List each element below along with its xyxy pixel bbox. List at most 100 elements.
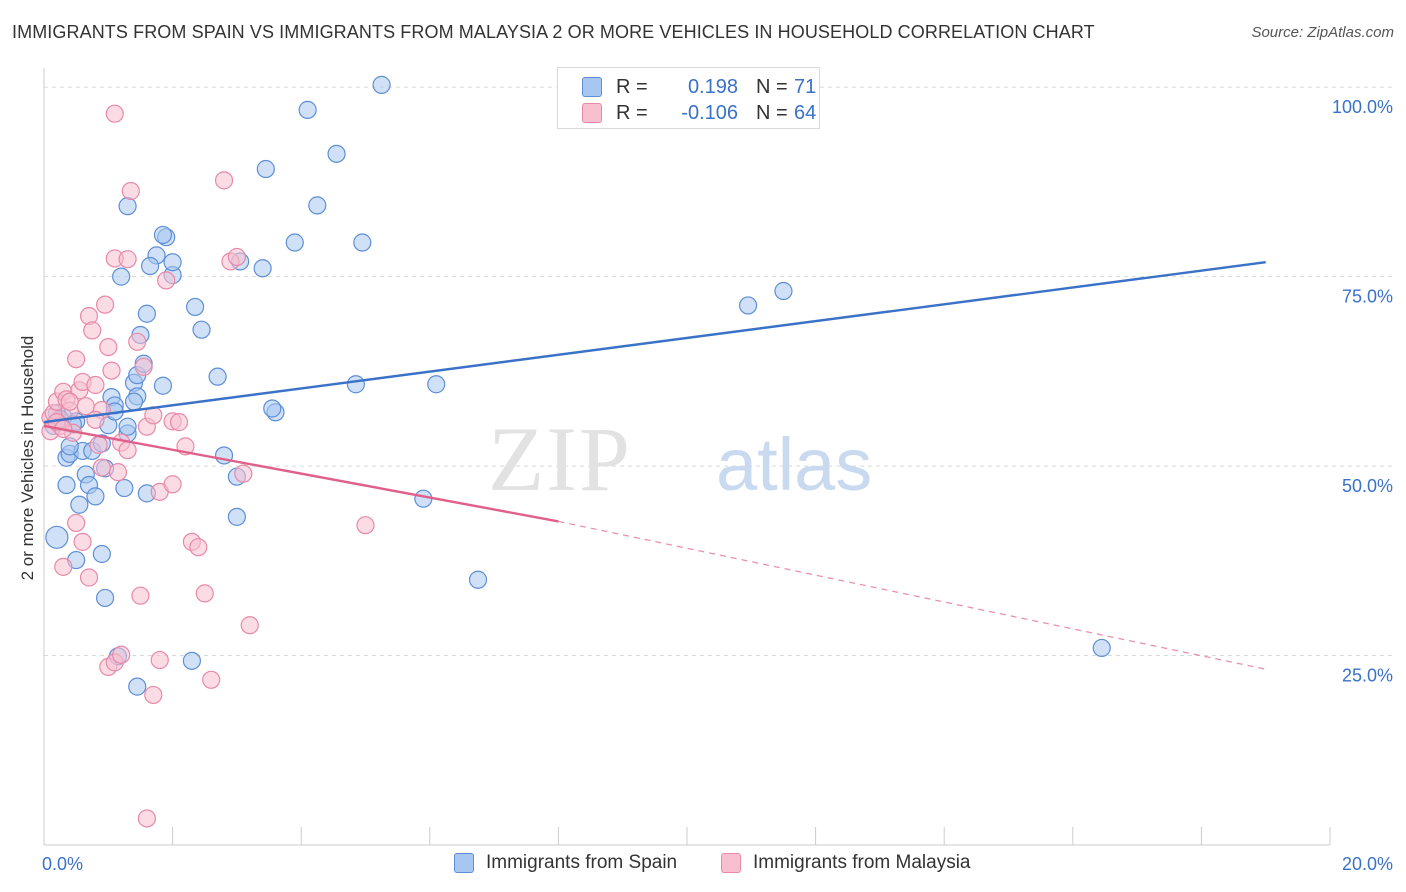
spain-point [298, 100, 317, 119]
malaysia-point [234, 464, 253, 483]
malaysia-point [227, 247, 246, 267]
malaysia-point [163, 475, 182, 494]
malaysia-point [60, 392, 79, 411]
malaysia-point [121, 181, 140, 201]
spain-point [1092, 638, 1111, 658]
spain-point [308, 196, 327, 215]
stats-legend: R = 0.198 N = 71 R = -0.106 N = 64 [557, 67, 820, 129]
spain-point [118, 197, 137, 216]
r-value: -0.106 [681, 102, 738, 124]
spain-point [253, 259, 272, 278]
y-tick-label: 75.0% [1342, 287, 1393, 307]
watermark-atlas: atlas [716, 423, 872, 506]
malaysia-point [67, 513, 86, 533]
spain-point [112, 267, 131, 286]
spain-point [372, 75, 391, 94]
malaysia-point [356, 516, 375, 535]
r-label: R = [616, 76, 648, 98]
y-tick-label: 25.0% [1342, 666, 1393, 686]
legend-label-malaysia: Immigrants from Malaysia [753, 852, 971, 873]
malaysia-point [99, 337, 118, 357]
malaysia-swatch [582, 103, 602, 123]
spain-point [137, 304, 156, 323]
malaysia-point [73, 532, 92, 551]
source-label: Source: ZipAtlas.com [1251, 24, 1394, 41]
malaysia-point [150, 650, 169, 670]
spain-point [86, 487, 105, 506]
malaysia-point [134, 357, 153, 376]
malaysia-point [112, 645, 131, 664]
malaysia-point [54, 557, 73, 576]
malaysia-point [89, 435, 108, 454]
spain-point [153, 376, 173, 395]
n-value: 64 [794, 102, 817, 124]
n-label: N = [756, 76, 788, 98]
n-value: 71 [794, 76, 817, 98]
malaysia-point [92, 458, 111, 477]
malaysia-point [214, 171, 234, 190]
x-tick-label: 20.0% [1342, 854, 1393, 874]
malaysia-point [137, 809, 156, 828]
malaysia-point [102, 361, 121, 380]
spain-point [346, 375, 365, 394]
spain-point [738, 296, 758, 315]
spain-point [45, 525, 69, 549]
spain-point [427, 375, 446, 394]
spain-point [256, 159, 275, 179]
n-label: N = [756, 102, 788, 124]
spain-point [153, 225, 173, 245]
malaysia-point [95, 295, 115, 314]
malaysia-point [108, 463, 128, 482]
spain-point [285, 233, 304, 252]
spain-swatch [582, 77, 602, 97]
r-label: R = [616, 102, 648, 124]
malaysia-point [118, 250, 137, 269]
spain-point [57, 475, 76, 495]
malaysia-point [131, 586, 150, 605]
malaysia-point [79, 568, 99, 587]
spain-point [124, 392, 144, 411]
x-tick-label: 0.0% [42, 854, 83, 874]
spain-point [128, 677, 147, 696]
y-tick-label: 100.0% [1332, 97, 1393, 117]
malaysia-trend-line [43, 424, 559, 523]
spain-trend-line [43, 261, 1266, 424]
y-tick-label: 50.0% [1342, 476, 1393, 496]
spain-point [118, 417, 137, 436]
malaysia-point [83, 321, 102, 340]
malaysia-point [144, 685, 163, 705]
malaysia-point [195, 584, 214, 603]
malaysia-point [189, 538, 208, 557]
malaysia-trend-extension [558, 520, 1266, 670]
spain-point [92, 544, 111, 564]
watermark: ZIP atlas [488, 408, 872, 510]
watermark-zip: ZIP [488, 408, 632, 510]
chart-title: IMMIGRANTS FROM SPAIN VS IMMIGRANTS FROM… [12, 22, 1095, 42]
spain-point [414, 489, 433, 508]
spain-point [182, 651, 201, 670]
malaysia-point [86, 375, 105, 395]
malaysia-point [202, 670, 221, 689]
malaysia-legend-swatch [721, 853, 741, 873]
spain-point [95, 588, 115, 608]
legend-label-spain: Immigrants from Spain [486, 852, 678, 873]
spain-point [774, 281, 793, 301]
spain-point [163, 253, 182, 272]
malaysia-point [169, 413, 189, 432]
spain-point [186, 297, 205, 317]
spain-point [70, 495, 89, 514]
spain-point [115, 478, 134, 498]
r-value: 0.198 [687, 76, 738, 98]
spain-legend-swatch [454, 853, 474, 873]
spain-point [140, 256, 160, 276]
malaysia-point [240, 616, 259, 635]
spain-point [192, 320, 211, 339]
malaysia-point [157, 271, 176, 290]
spain-point [327, 144, 346, 163]
malaysia-point [118, 441, 137, 460]
spain-point [353, 233, 372, 252]
spain-point [227, 507, 246, 526]
malaysia-point [67, 350, 86, 369]
spain-point [468, 570, 488, 589]
